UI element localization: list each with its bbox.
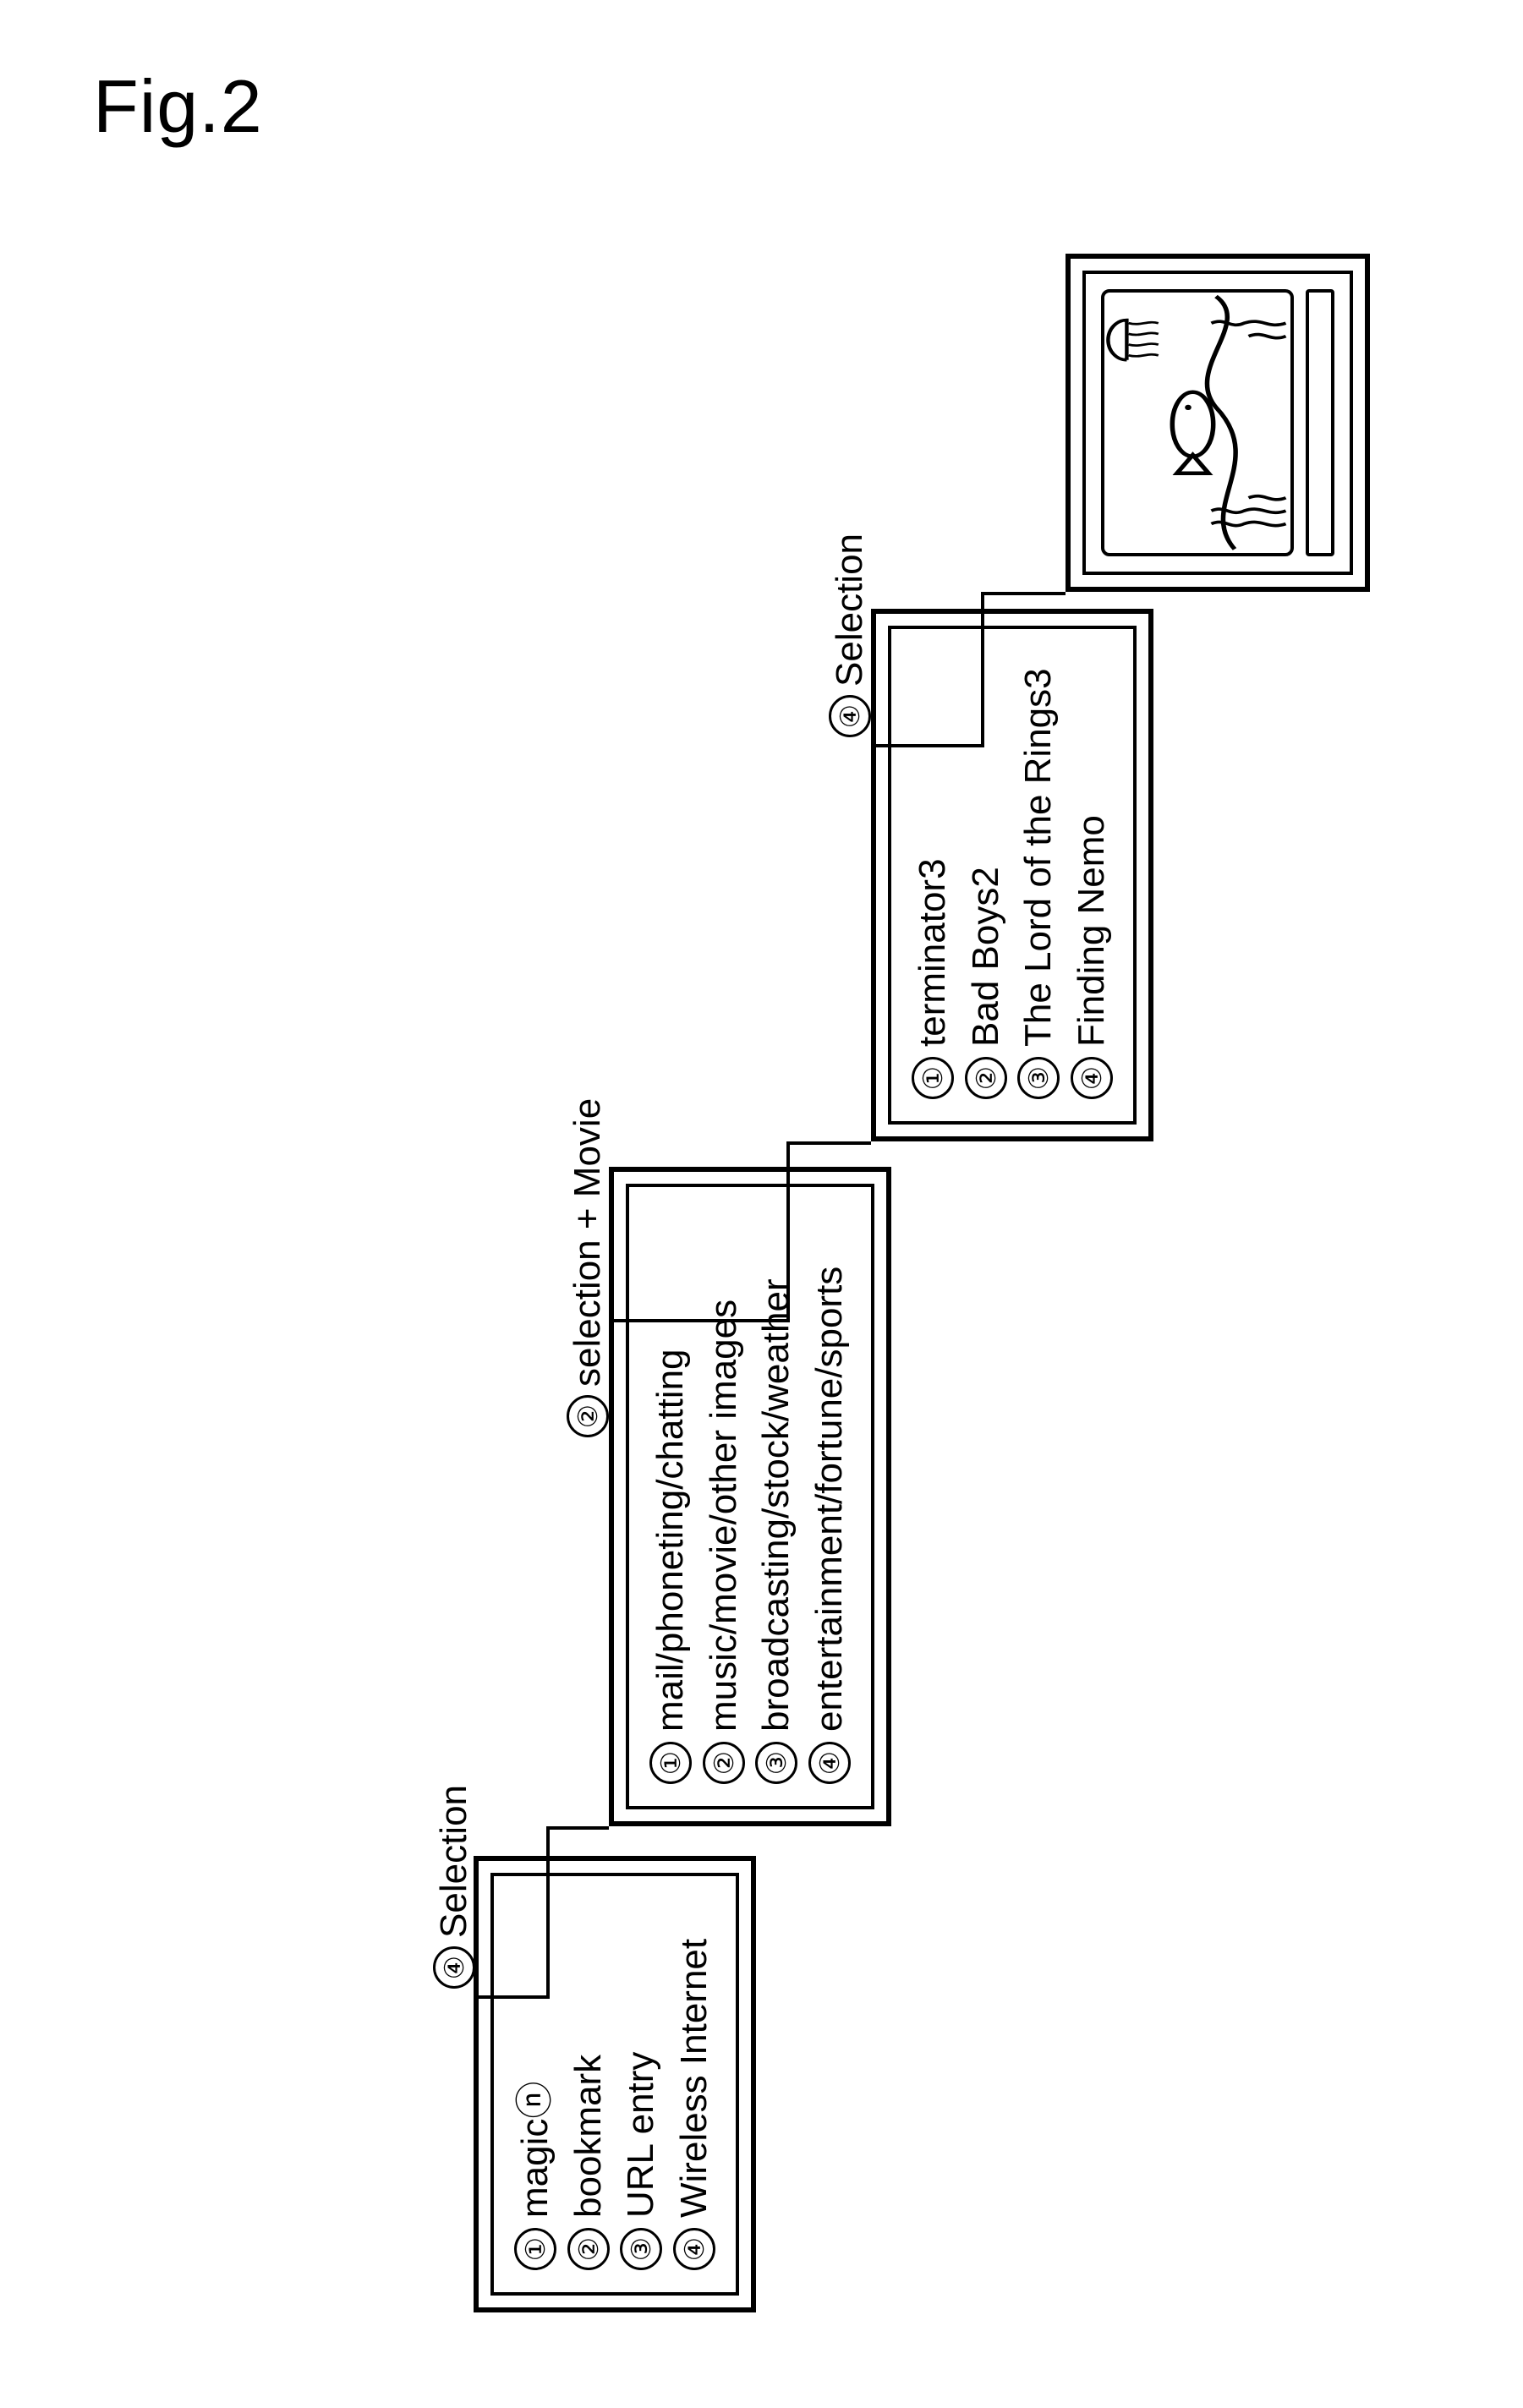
menu1-item-3: ③ URL entry (620, 1898, 663, 2270)
menu3-item-3-label: The Lord of the Rings3 (1017, 668, 1060, 1047)
edge-3-seg-c (981, 592, 1066, 595)
circled-3-icon: ③ (755, 1742, 797, 1784)
menu1-item-4-label: Wireless Internet (673, 1939, 716, 2218)
menu3-item-3: ③ The Lord of the Rings3 (1017, 651, 1060, 1099)
menu3-item-1: ① terminator3 (912, 651, 955, 1099)
circled-1-icon: ① (649, 1742, 692, 1784)
circled-4-icon: ④ (829, 695, 871, 737)
menu1-item-2: ② bookmark (567, 1898, 611, 2270)
menu1-item-1-label: magicⓝ (514, 2082, 557, 2218)
menu2-item-2: ② music/movie/other images (703, 1209, 746, 1784)
video-progress-bar (1306, 289, 1334, 556)
circled-2-icon: ② (965, 1057, 1007, 1099)
menu1-item-4: ④ Wireless Internet (673, 1898, 716, 2270)
edge-2-seg-b (786, 1141, 790, 1322)
video-panel (1066, 254, 1370, 592)
menu3-item-2: ② Bad Boys2 (965, 651, 1008, 1099)
edge-1-seg-c (546, 1826, 609, 1830)
edge-3-label: ④ Selection (829, 534, 871, 737)
circled-4-icon: ④ (1071, 1057, 1113, 1099)
edge-2-seg-c (786, 1141, 871, 1145)
edge-1-seg-a (474, 1995, 546, 1999)
circled-2-icon: ② (567, 2228, 610, 2270)
menu-box-3: ① terminator3 ② Bad Boys2 ③ The Lord of … (871, 609, 1153, 1141)
menu2-item-4-label: entertainment/fortune/sports (808, 1267, 852, 1732)
circled-3-icon: ③ (1017, 1057, 1060, 1099)
menu-box-2: ① mail/phoneting/chatting ② music/movie/… (609, 1167, 891, 1826)
circled-4-icon: ④ (808, 1742, 851, 1784)
edge-1-label-text: Selection (433, 1785, 475, 1938)
menu1-item-3-label: URL entry (620, 2052, 663, 2218)
circled-4-icon: ④ (673, 2228, 715, 2270)
edge-2-label-text: selection + Movie (567, 1098, 609, 1387)
edge-2-seg-a (609, 1319, 786, 1322)
menu2-item-3-label: broadcasting/stock/weather (755, 1278, 798, 1732)
circled-3-icon: ③ (620, 2228, 662, 2270)
edge-1-label: ④ Selection (433, 1785, 475, 1989)
menu3-item-1-label: terminator3 (912, 858, 955, 1047)
menu3-item-2-label: Bad Boys2 (965, 867, 1008, 1047)
circled-4-icon: ④ (433, 1946, 475, 1989)
figure-title: Fig.2 (93, 63, 263, 150)
menu3-item-4: ④ Finding Nemo (1071, 651, 1114, 1099)
edge-3-label-text: Selection (829, 534, 871, 687)
nemo-scene-icon (1104, 293, 1290, 553)
menu2-item-2-label: music/movie/other images (703, 1300, 746, 1732)
menu1-item-1: ① magicⓝ (514, 1898, 557, 2270)
video-screen (1101, 289, 1294, 556)
menu2-item-4: ④ entertainment/fortune/sports (808, 1209, 852, 1784)
menu2-item-3: ③ broadcasting/stock/weather (755, 1209, 798, 1784)
menu2-item-1-label: mail/phoneting/chatting (649, 1349, 693, 1732)
edge-1-seg-b (546, 1826, 550, 1999)
menu1-item-2-label: bookmark (567, 2055, 611, 2218)
circled-1-icon: ① (514, 2228, 556, 2270)
menu2-item-1: ① mail/phoneting/chatting (649, 1209, 693, 1784)
menu-box-1: ① magicⓝ ② bookmark ③ URL entry ④ Wirele… (474, 1856, 756, 2312)
circled-2-icon: ② (703, 1742, 745, 1784)
edge-2-label: ② selection + Movie (567, 1098, 609, 1437)
circled-1-icon: ① (912, 1057, 954, 1099)
menu3-item-4-label: Finding Nemo (1071, 815, 1114, 1047)
circled-2-icon: ② (567, 1395, 609, 1437)
edge-3-seg-a (871, 744, 981, 747)
edge-3-seg-b (981, 592, 984, 747)
